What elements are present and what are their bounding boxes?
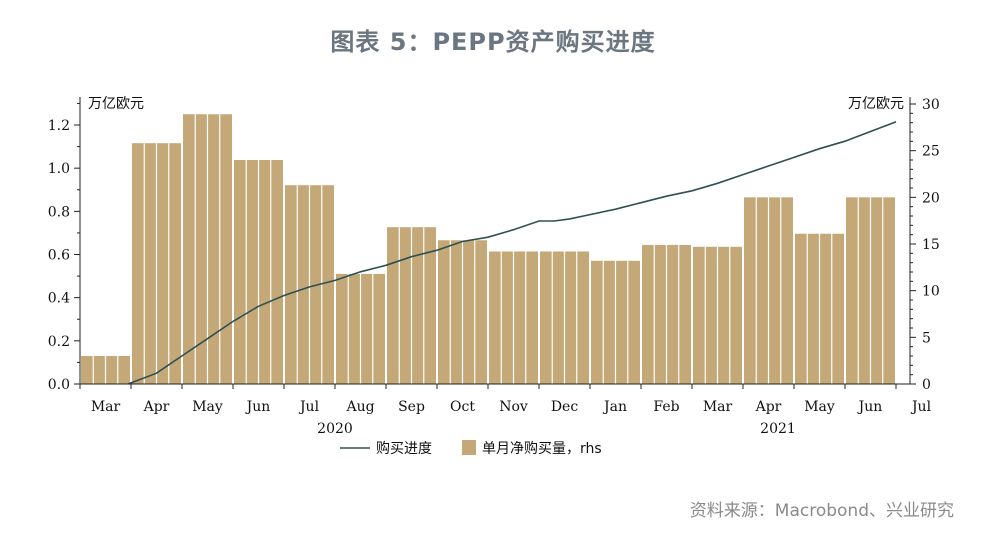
right-tick-label: 20 <box>922 190 940 206</box>
legend-line-label: 购买进度 <box>376 441 432 457</box>
month-label: Nov <box>499 399 528 415</box>
right-tick-label: 25 <box>922 144 940 160</box>
year-label: 2021 <box>760 421 796 437</box>
left-tick-label: 0.6 <box>48 248 70 264</box>
month-label: May <box>804 399 835 415</box>
month-label: Dec <box>551 399 579 415</box>
right-tick-label: 10 <box>922 284 940 300</box>
source-note: 资料来源：Macrobond、兴业研究 <box>689 501 954 521</box>
month-label: Oct <box>450 399 475 415</box>
month-label: Mar <box>91 399 121 415</box>
right-tick-label: 15 <box>922 237 940 253</box>
right-tick-label: 5 <box>922 330 931 346</box>
left-tick-label: 0.4 <box>48 291 70 307</box>
right-tick-label: 0 <box>922 377 931 393</box>
right-tick-label: 30 <box>922 97 940 113</box>
month-label: Jun <box>857 399 883 415</box>
left-tick-label: 1.0 <box>48 161 70 177</box>
cumulative-line <box>128 121 897 385</box>
month-label: Jul <box>910 399 932 415</box>
bar-series <box>81 114 895 385</box>
month-label: Jan <box>602 399 627 415</box>
month-label: Sep <box>398 399 425 415</box>
legend: 购买进度 单月净购买量，rhs <box>340 440 602 457</box>
left-tick-label: 0.0 <box>48 377 70 393</box>
month-label: Feb <box>653 399 679 415</box>
chart-title: 图表 5：PEPP资产购买进度 <box>330 28 656 56</box>
month-label: Jul <box>298 399 320 415</box>
legend-bar-label: 单月净购买量，rhs <box>482 441 602 457</box>
right-axis-unit: 万亿欧元 <box>848 96 904 112</box>
left-tick-label: 1.2 <box>48 118 70 134</box>
year-label: 2020 <box>317 421 353 437</box>
month-label: May <box>192 399 223 415</box>
legend-bar-swatch <box>462 440 476 455</box>
month-label: Mar <box>703 399 733 415</box>
month-label: Apr <box>755 399 782 415</box>
month-label: Aug <box>345 399 374 415</box>
month-label: Apr <box>143 399 170 415</box>
left-tick-label: 0.8 <box>48 204 70 220</box>
left-tick-label: 0.2 <box>48 334 70 350</box>
month-label: Jun <box>245 399 271 415</box>
left-axis-unit: 万亿欧元 <box>88 96 144 112</box>
axes: 0.0 0.2 0.4 0.6 0.8 1.0 1.2 0 5 10 15 20 25 30 Mar Apr M… <box>48 97 940 437</box>
